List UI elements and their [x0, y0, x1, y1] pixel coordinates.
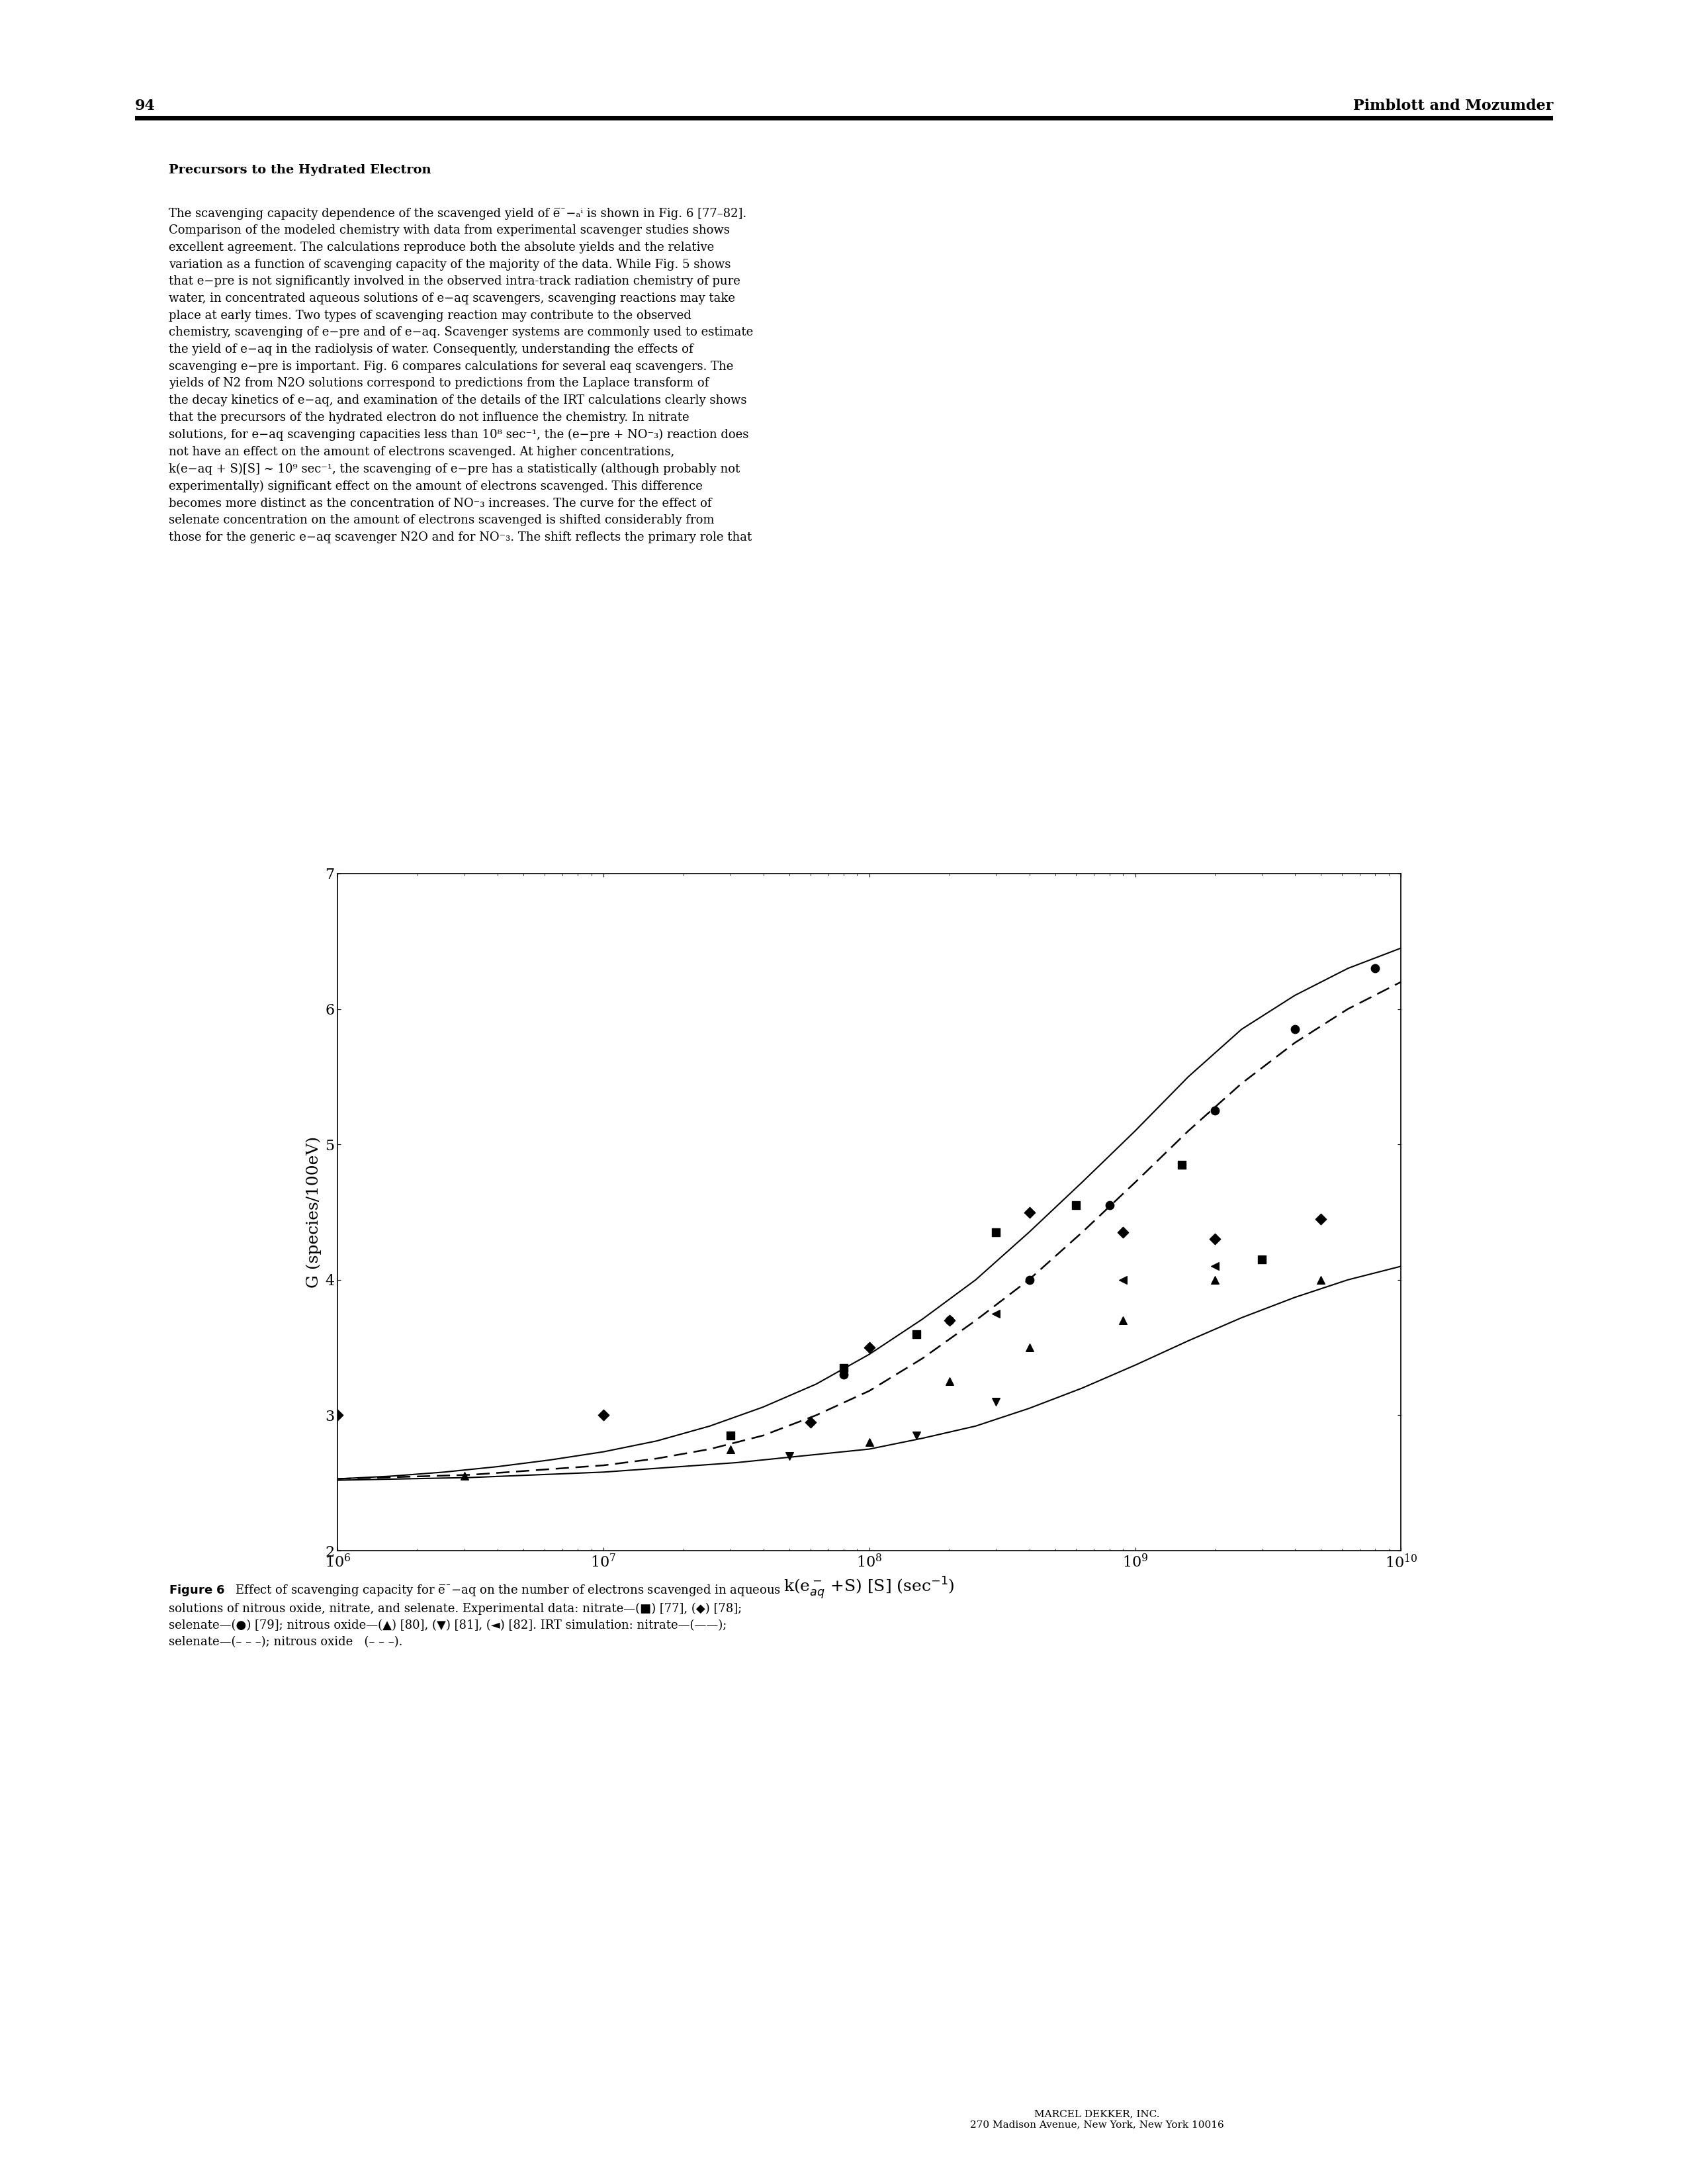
Point [776, 1439, 803, 1474]
Point [1308, 1262, 1335, 1297]
Point [1109, 1304, 1136, 1339]
Point [903, 1317, 930, 1352]
Text: Precursors to the Hydrated Electron: Precursors to the Hydrated Electron [169, 164, 430, 175]
Point [830, 1356, 858, 1391]
Point [1109, 1214, 1136, 1249]
Text: The scavenging capacity dependence of the scavenged yield of e̅¯−ₐⁱ is shown in : The scavenging capacity dependence of th… [169, 207, 753, 544]
Point [1016, 1330, 1043, 1365]
Point [1308, 1201, 1335, 1236]
Point [1016, 1262, 1043, 1297]
Point [856, 1424, 883, 1459]
Point [903, 1417, 930, 1452]
Point [1202, 1249, 1229, 1284]
Point [1202, 1262, 1229, 1297]
Point [935, 1304, 962, 1339]
Point [717, 1433, 744, 1468]
Point [717, 1417, 744, 1452]
Point [856, 1330, 883, 1365]
Point [982, 1214, 1009, 1249]
X-axis label: k(e$^-_{aq}$ +S) [S] (sec$^{-1}$): k(e$^-_{aq}$ +S) [S] (sec$^{-1}$) [783, 1575, 955, 1601]
Point [1063, 1188, 1090, 1223]
Text: 94: 94 [135, 98, 155, 114]
Point [982, 1297, 1009, 1332]
Point [451, 1459, 478, 1494]
Point [982, 1385, 1009, 1420]
Point [1249, 1243, 1276, 1278]
Point [1202, 1094, 1229, 1129]
Point [1362, 950, 1389, 985]
Point [935, 1304, 962, 1339]
Point [1168, 1147, 1195, 1182]
Point [830, 1350, 858, 1385]
Point [797, 1404, 824, 1439]
Point [935, 1363, 962, 1400]
Text: Pimblott and Mozumder: Pimblott and Mozumder [1352, 98, 1553, 114]
Point [1202, 1221, 1229, 1256]
Point [1281, 1011, 1308, 1046]
Point [1096, 1188, 1123, 1223]
Text: $\mathbf{Figure\ 6}$   Effect of scavenging capacity for e̅¯−aq on the number of: $\mathbf{Figure\ 6}$ Effect of scavengin… [169, 1583, 782, 1649]
Y-axis label: G (species/100eV): G (species/100eV) [306, 1136, 321, 1289]
Point [1016, 1195, 1043, 1230]
Text: MARCEL DEKKER, INC.
270 Madison Avenue, New York, New York 10016: MARCEL DEKKER, INC. 270 Madison Avenue, … [971, 2110, 1224, 2129]
Point [589, 1398, 616, 1433]
Point [324, 1398, 351, 1433]
Point [1109, 1262, 1136, 1297]
